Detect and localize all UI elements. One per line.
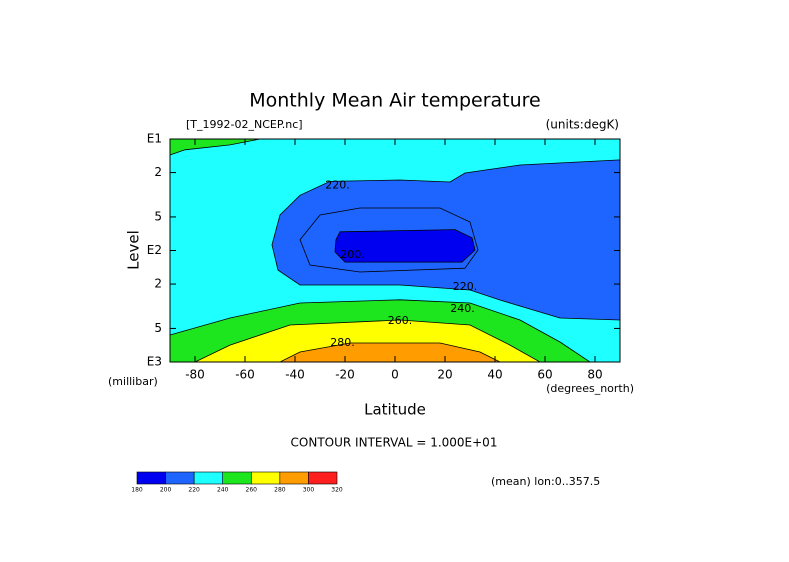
colorbar-label: 280 — [274, 487, 286, 494]
x-tick-label: 80 — [587, 368, 602, 382]
colorbar-swatch — [165, 471, 195, 485]
colorbar-label: 300 — [303, 487, 315, 494]
colorbar-label: 240 — [217, 487, 229, 494]
y-tick-label: 5 — [154, 321, 162, 335]
colorbar-swatch — [222, 471, 252, 485]
colorbar-label: 320 — [331, 487, 343, 494]
contour-band — [170, 139, 261, 156]
y-axis-label: Level — [125, 230, 143, 270]
x-tick-label: 0 — [391, 368, 399, 382]
contour-line — [299, 207, 479, 273]
contour-label: 220. — [325, 178, 350, 191]
colorbar-label: 180 — [131, 487, 143, 494]
x-tick-label: -80 — [185, 368, 205, 382]
colorbar-swatch — [193, 471, 224, 485]
footnote: (mean) lon:0..357.5 — [491, 475, 600, 488]
colorbar-label: 220 — [188, 487, 200, 494]
x-tick-label: -40 — [285, 368, 305, 382]
chart-title: Monthly Mean Air temperature — [249, 90, 540, 112]
contour-label: 280. — [330, 336, 355, 349]
colorbar-swatch — [279, 471, 309, 485]
colorbar-label: 260 — [246, 487, 258, 494]
x-axis-label: Latitude — [364, 401, 426, 419]
subtitle: [T_1992-02_NCEP.nc] — [186, 118, 303, 131]
x-tick-label: 20 — [437, 368, 452, 382]
contour-label: 260. — [388, 314, 413, 327]
y-tick-label: 2 — [154, 277, 162, 291]
contour-interval: CONTOUR INTERVAL = 1.000E+01 — [291, 436, 498, 450]
axes: -80 -60 -40 -20 0 20 40 60 80 E1 2 5 E2 2 5 E3 180 200 220… — [131, 132, 621, 494]
x-tick-label: 40 — [487, 368, 502, 382]
colorbar-swatch — [136, 471, 166, 485]
colorbar-label: 200 — [160, 487, 172, 494]
y-tick-label: E1 — [147, 132, 162, 146]
y-tick-label: 2 — [154, 165, 162, 179]
colorbar-swatch — [250, 471, 281, 485]
x-tick-label: -20 — [335, 368, 355, 382]
plot-area: 220. 200. 220. 240. 260. 280. — [170, 139, 620, 362]
contour-label: 220. — [453, 280, 478, 293]
y-tick-label: 5 — [154, 209, 162, 223]
colorbar-swatch — [308, 471, 338, 485]
y-axis-units: (millibar) — [108, 375, 158, 388]
x-axis-units: (degrees_north) — [546, 382, 634, 395]
contour-label: 240. — [450, 302, 475, 315]
contour-label: 200. — [340, 248, 365, 261]
y-tick-label: E2 — [147, 243, 162, 257]
contour-band — [334, 229, 476, 263]
y-tick-label: E3 — [147, 355, 162, 369]
x-tick-label: -60 — [235, 368, 255, 382]
units-label: (units:degK) — [546, 118, 619, 132]
x-tick-label: 60 — [537, 368, 552, 382]
